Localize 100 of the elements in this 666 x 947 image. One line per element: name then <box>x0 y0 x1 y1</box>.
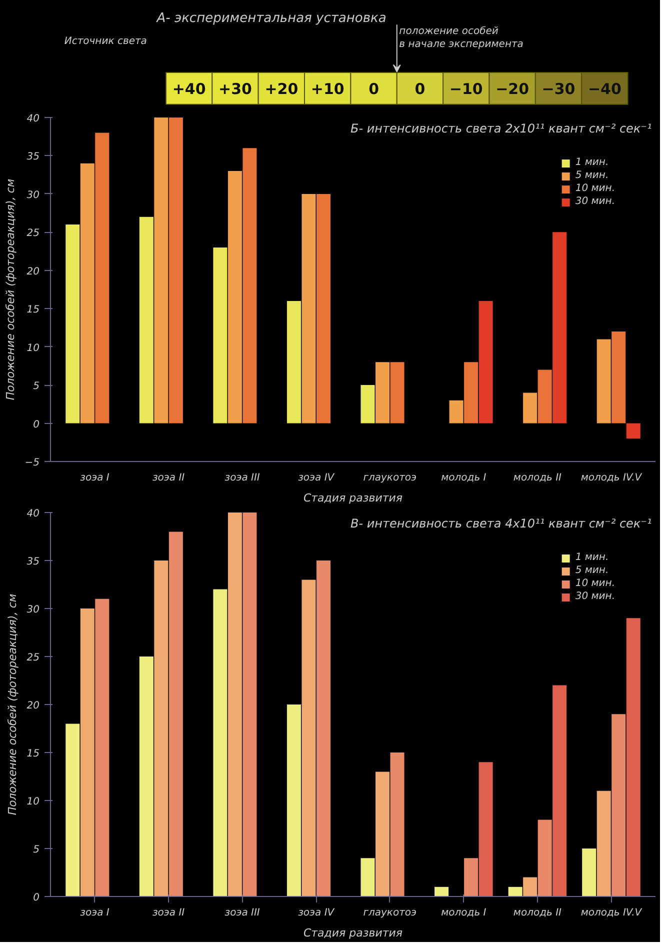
bar <box>596 790 611 896</box>
x-tick-label: зоэа IV <box>298 908 336 918</box>
bar <box>168 532 183 896</box>
y-tick-label: 25 <box>26 652 40 664</box>
y-tick-label: 35 <box>26 152 40 163</box>
category-label: −30 <box>542 80 576 98</box>
category-label: 0 <box>368 80 379 98</box>
y-tick-label: 15 <box>26 304 40 316</box>
bar <box>286 300 301 424</box>
y-tick-label: −5 <box>24 458 40 468</box>
bar <box>168 118 183 424</box>
bar <box>390 362 404 424</box>
legend-label: 10 мин. <box>575 578 615 589</box>
y-tick-label: 30 <box>26 190 40 201</box>
bar <box>316 560 330 896</box>
category-label: 0 <box>414 80 426 98</box>
bar <box>612 714 626 896</box>
bar <box>66 724 80 896</box>
y-tick-label: 40 <box>26 508 40 520</box>
x-tick-label: зоэа III <box>224 908 260 918</box>
y-tick-label: 15 <box>26 748 40 760</box>
bar <box>242 512 257 896</box>
legend-label: 1 мин. <box>575 157 609 168</box>
y-tick-label: 0 <box>33 419 40 430</box>
bar <box>552 685 567 896</box>
bar <box>66 224 80 424</box>
bar <box>139 216 154 424</box>
y-tick-label: 5 <box>33 844 40 856</box>
x-tick-label: молодь IV.V <box>580 908 643 918</box>
y-tick-label: 20 <box>26 700 40 712</box>
text: Источник света <box>64 36 147 47</box>
bar <box>538 370 552 424</box>
x-tick-label: глаукотоэ <box>363 472 417 484</box>
chart-title: Б- интенсивность света 2x10¹¹ квант см⁻² сек⁻¹ <box>350 122 652 136</box>
x-axis-title: Стадия развития <box>303 926 403 940</box>
bar <box>612 332 626 424</box>
bar <box>213 247 228 424</box>
bar <box>154 118 168 424</box>
x-tick-label: молодь I <box>441 472 486 484</box>
x-tick-label: молодь II <box>513 908 562 918</box>
bar <box>95 598 110 896</box>
bar <box>95 132 110 424</box>
x-tick-label: зоэа III <box>224 472 260 484</box>
y-tick-label: 10 <box>26 796 40 808</box>
bar <box>596 339 611 424</box>
legend-label: 5 мин. <box>575 170 609 181</box>
x-tick-label: зоэа II <box>152 472 185 484</box>
x-tick-label: молодь I <box>441 908 486 918</box>
y-axis-title: Положение особей (фотореакция), см <box>4 178 17 400</box>
bar <box>80 163 94 424</box>
bar <box>464 858 478 896</box>
bar <box>552 232 567 424</box>
y-tick-label: 5 <box>33 381 40 392</box>
bar <box>464 362 478 424</box>
bar <box>316 194 330 424</box>
y-tick-label: 35 <box>26 556 40 568</box>
text: А- экспериментальная установка <box>156 11 386 26</box>
bar <box>626 618 640 896</box>
bar <box>376 772 390 896</box>
y-tick-label: 0 <box>33 892 40 904</box>
bar <box>434 886 449 896</box>
bar <box>523 392 538 424</box>
y-tick-label: 20 <box>26 266 40 278</box>
bar <box>449 400 464 424</box>
bar <box>242 148 257 424</box>
bar <box>626 423 640 439</box>
legend-label: 30 мин. <box>575 196 615 207</box>
legend-label: 1 мин. <box>575 552 609 563</box>
x-tick-label: глаукотоэ <box>363 908 417 918</box>
x-tick-label: молодь II <box>513 472 562 484</box>
bar <box>302 580 316 896</box>
bar <box>154 560 168 896</box>
bar <box>360 858 375 896</box>
bar <box>80 608 94 896</box>
bar <box>302 194 316 424</box>
category-label: −10 <box>449 80 483 98</box>
bar <box>390 752 404 896</box>
y-tick-label: 10 <box>26 342 40 354</box>
x-tick-label: зоэа IV <box>298 472 336 484</box>
x-tick-label: зоэа I <box>80 472 110 484</box>
bar <box>582 848 596 896</box>
category-label: +10 <box>310 80 344 98</box>
y-tick-label: 30 <box>26 604 40 616</box>
category-label: −40 <box>588 80 622 98</box>
bar <box>139 656 154 896</box>
bar <box>228 512 242 896</box>
text: положение особей в начале эксперимента <box>399 26 524 50</box>
y-tick-label: 25 <box>26 228 40 240</box>
category-label: +30 <box>218 80 252 98</box>
x-tick-label: молодь IV.V <box>580 472 643 484</box>
x-axis-title: Стадия развития <box>303 492 403 504</box>
bar <box>228 171 242 424</box>
category-label: +40 <box>172 80 206 98</box>
legend-label: 10 мин. <box>575 183 615 194</box>
legend-label: 30 мин. <box>575 591 615 602</box>
bar <box>478 300 493 424</box>
bar <box>508 886 522 896</box>
bar <box>213 589 228 896</box>
chart-title: В- интенсивность света 4x10¹¹ квант см⁻² сек⁻¹ <box>350 516 652 530</box>
bar <box>286 704 301 896</box>
